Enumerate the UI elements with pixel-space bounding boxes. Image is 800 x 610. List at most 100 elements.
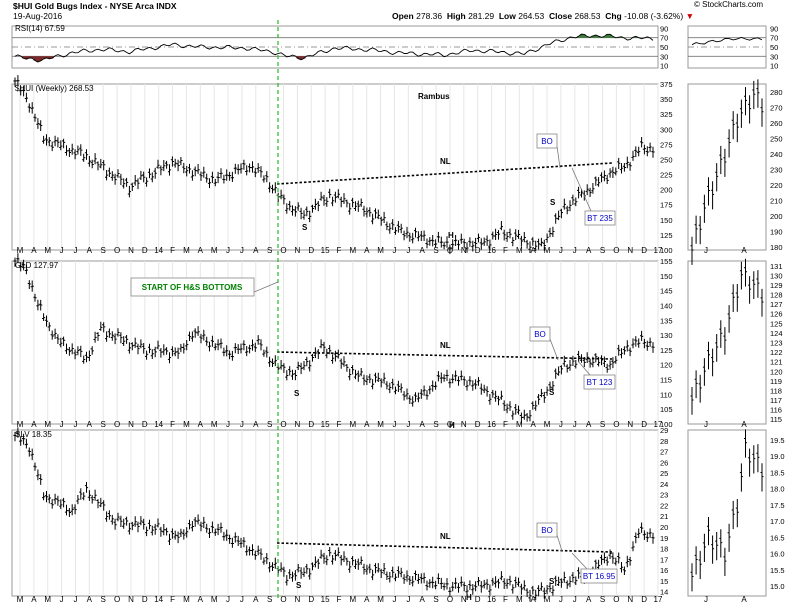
price-bar <box>502 400 506 411</box>
price-bar <box>571 194 575 205</box>
ohlc-readout: Open 278.36 High 281.29 Low 264.53 Close… <box>392 11 694 21</box>
price-bar <box>248 546 252 556</box>
price-bar-mini <box>702 358 706 386</box>
price-bar <box>568 360 572 371</box>
price-bar <box>331 555 335 565</box>
y-tick-label-mini: 15.0 <box>770 582 785 591</box>
price-bar <box>342 193 346 204</box>
price-bar-mini <box>723 148 727 177</box>
x-tick-label: O <box>613 595 619 604</box>
price-bar <box>574 197 578 207</box>
x-tick-label: A <box>531 595 537 604</box>
price-bar-mini <box>715 163 719 192</box>
price-bar-mini <box>707 517 710 546</box>
price-bar <box>288 569 292 579</box>
price-bar <box>554 213 558 224</box>
price-bar <box>491 577 495 586</box>
price-bar <box>305 356 309 367</box>
y-tick-label-mini: 16.0 <box>770 550 785 559</box>
price-bar <box>554 575 558 586</box>
y-tick-label-mini: 121 <box>770 358 783 367</box>
price-bar <box>67 347 71 356</box>
x-tick-label: J <box>240 420 244 429</box>
x-tick-label: J <box>60 595 64 604</box>
x-tick-label: M <box>17 595 24 604</box>
price-bar <box>419 389 423 399</box>
price-bar <box>328 547 332 557</box>
price-bar <box>339 358 343 369</box>
price-bar <box>242 537 246 548</box>
price-bar <box>528 241 532 253</box>
price-mini-panel-frame <box>687 83 767 251</box>
price-bar <box>293 369 297 381</box>
price-bar <box>13 257 17 267</box>
x-tick-label: M <box>544 246 551 255</box>
price-bar <box>617 552 621 564</box>
price-bar <box>468 376 472 386</box>
price-bar <box>110 171 114 181</box>
price-bar <box>622 163 626 172</box>
y-tick-label-mini: 200 <box>770 212 783 221</box>
x-tick-label: A <box>198 420 204 429</box>
price-bar <box>642 530 646 540</box>
x-tick-label: D <box>142 246 148 255</box>
price-bar <box>47 137 51 147</box>
price-bar <box>273 355 277 367</box>
price-bar <box>305 563 309 574</box>
price-bar <box>393 573 398 582</box>
price-bar <box>167 164 172 176</box>
x-tick-label: M <box>516 595 523 604</box>
x-tick-label: A <box>420 246 426 255</box>
x-tick-label: N <box>295 595 301 604</box>
x-tick-label: J <box>60 246 64 255</box>
price-bar <box>411 232 415 244</box>
price-bar <box>182 343 186 354</box>
price-bar <box>648 142 652 153</box>
y-tick-label: 21 <box>660 512 668 521</box>
price-bar <box>511 237 515 247</box>
price-bar <box>253 167 257 178</box>
price-bar <box>514 404 518 415</box>
price-bar <box>577 567 581 579</box>
x-tick-label: D <box>308 420 314 429</box>
price-bar <box>342 551 346 562</box>
price-bar <box>373 208 378 219</box>
price-bar <box>451 374 455 384</box>
price-bar <box>365 375 369 385</box>
price-bar <box>84 149 89 160</box>
left-shoulder-label: S <box>302 223 308 232</box>
price-bar <box>265 553 269 565</box>
x-tick-label: J <box>559 595 563 604</box>
price-bar <box>425 238 429 249</box>
price-bar <box>534 240 538 252</box>
price-bar <box>76 495 80 505</box>
y-tick-label: 200 <box>660 186 673 195</box>
price-bar <box>640 330 644 341</box>
price-bar <box>562 571 566 583</box>
x-tick-label: M <box>377 246 384 255</box>
breakout-callout-label: BO <box>541 526 553 535</box>
price-bar <box>213 178 217 187</box>
price-bar <box>562 355 566 367</box>
price-bar <box>153 523 157 535</box>
price-bar <box>577 350 581 363</box>
price-bar <box>216 171 220 184</box>
x-tick-label: A <box>87 595 93 604</box>
price-bar <box>531 237 535 246</box>
x-tick-label: A <box>198 246 204 255</box>
price-bar <box>611 166 615 178</box>
price-bar <box>265 171 269 183</box>
x-tick-label: J <box>226 420 230 429</box>
x-tick-label: M <box>17 246 24 255</box>
price-bar <box>499 390 503 400</box>
price-bar <box>336 189 340 199</box>
backtest-callout-pointer <box>571 552 588 570</box>
price-bar <box>459 370 463 381</box>
price-bar <box>359 198 363 207</box>
open-value: 278.36 <box>416 11 443 21</box>
price-bar <box>170 528 174 539</box>
price-bar <box>313 556 317 568</box>
y-tick-label: 27 <box>660 448 668 457</box>
price-bar <box>328 188 332 199</box>
price-bar-mini <box>731 284 735 312</box>
